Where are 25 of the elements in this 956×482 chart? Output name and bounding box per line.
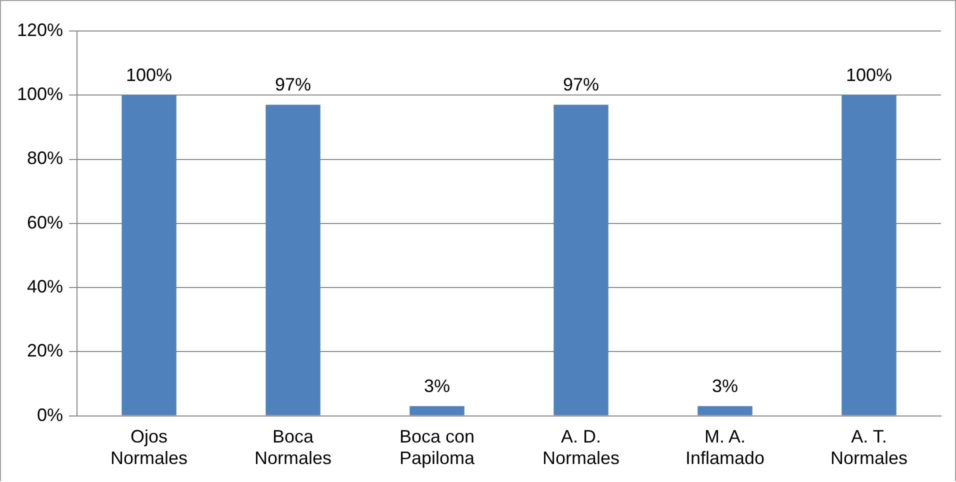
bar bbox=[698, 406, 752, 416]
x-tick-label: Boca con Papiloma bbox=[399, 426, 476, 468]
y-tick-label: 60% bbox=[27, 212, 64, 232]
y-tick-label: 20% bbox=[27, 340, 64, 361]
y-tick-label: 80% bbox=[27, 148, 64, 168]
x-tick-label: A. D. Normales bbox=[542, 426, 620, 468]
data-label: 3% bbox=[712, 376, 738, 396]
y-tick-label: 0% bbox=[37, 404, 64, 425]
x-tick-label: Boca Normales bbox=[254, 426, 332, 468]
x-tick-label: A. T. Normales bbox=[830, 426, 908, 468]
x-tick-label: Ojos Normales bbox=[110, 426, 188, 468]
bar bbox=[842, 95, 896, 416]
data-label: 100% bbox=[126, 65, 172, 86]
x-tick-label: M. A. Inflamado bbox=[685, 426, 765, 468]
data-label: 100% bbox=[846, 65, 892, 86]
y-tick-label: 100% bbox=[16, 84, 64, 104]
bar bbox=[266, 104, 320, 416]
bar bbox=[410, 406, 464, 416]
data-label: 97% bbox=[563, 74, 600, 95]
y-tick-label: 120% bbox=[16, 20, 64, 40]
data-label: 97% bbox=[275, 74, 312, 95]
y-tick-label: 40% bbox=[27, 276, 64, 296]
data-label: 3% bbox=[424, 376, 450, 396]
bar bbox=[122, 95, 176, 416]
bar bbox=[554, 104, 608, 416]
